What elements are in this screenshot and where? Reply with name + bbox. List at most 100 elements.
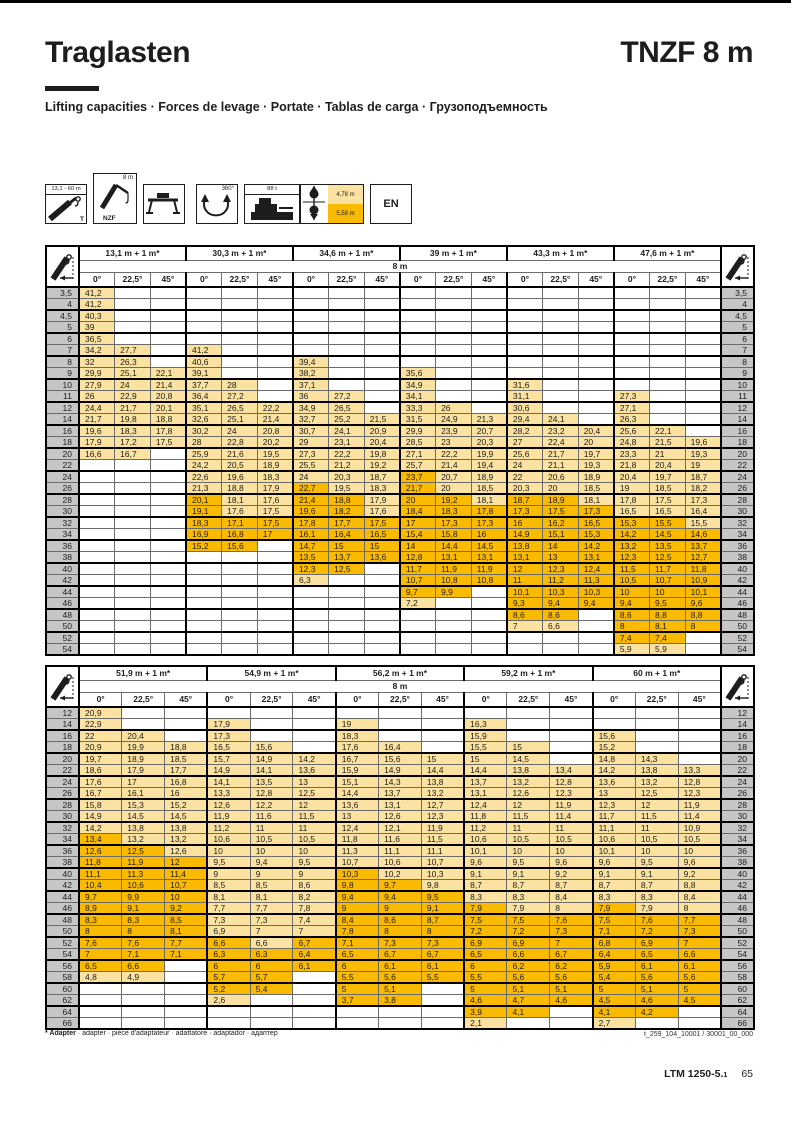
radius-label: 24 <box>45 470 80 483</box>
radius-label: 18 <box>45 741 80 754</box>
capacity-cell: 5 <box>677 982 722 995</box>
capacity-cell: 14,9 <box>206 764 251 777</box>
capacity-cell: 21,7 <box>78 413 116 426</box>
capacity-cell: 7,8 <box>292 902 337 915</box>
capacity-cell <box>121 718 166 731</box>
capacity-cell <box>249 706 294 719</box>
radius-label: 34 <box>720 528 755 541</box>
capacity-cell: 11 <box>506 821 551 834</box>
capacity-cell <box>221 367 258 380</box>
capacity-cell <box>549 752 594 765</box>
capacity-cell: 19,4 <box>470 459 508 472</box>
capacity-cell <box>542 643 579 656</box>
jib-angle-header: 0° <box>206 692 251 708</box>
radius-label: 50 <box>720 925 755 938</box>
capacity-cell <box>121 994 166 1007</box>
capacity-cell <box>470 643 508 656</box>
radius-corner-cell <box>45 245 80 288</box>
capacity-cell <box>363 401 401 414</box>
capacity-cell: 17,2 <box>114 436 151 449</box>
capacity-cell: 16,7 <box>78 787 123 800</box>
capacity-cell: 8 <box>378 925 422 938</box>
capacity-cell: 15,6 <box>591 729 636 742</box>
capacity-cell <box>591 706 636 719</box>
radius-label: 48 <box>720 608 755 621</box>
capacity-cell <box>542 390 579 403</box>
capacity-cell: 8 <box>420 925 465 938</box>
capacity-cell: 20,6 <box>542 470 579 483</box>
radius-label: 11 <box>720 390 755 403</box>
capacity-cell <box>221 597 258 610</box>
capacity-cell: 6,3 <box>206 948 251 961</box>
capacity-cell: 18,5 <box>649 482 686 495</box>
page-title: Traglasten <box>45 36 191 69</box>
capacity-cell <box>184 286 223 299</box>
radius-label: 22 <box>720 459 755 472</box>
capacity-cell: 16,5 <box>206 741 251 754</box>
capacity-cell <box>649 332 686 345</box>
radius-label: 54 <box>720 948 755 961</box>
capacity-cell: 16,5 <box>649 505 686 518</box>
capacity-cell <box>256 378 294 391</box>
capacity-cell <box>328 378 365 391</box>
radius-label: 4 <box>720 298 755 311</box>
capacity-cell: 5,6 <box>677 971 722 984</box>
capacity-cell: 12,3 <box>291 562 330 575</box>
capacity-cell: 11,3 <box>334 844 380 857</box>
capacity-cell: 11,4 <box>549 810 594 823</box>
jib-angle-header: 0° <box>78 272 116 288</box>
capacity-cell <box>78 516 116 529</box>
capacity-cell <box>470 298 508 311</box>
radius-label: 32 <box>45 516 80 529</box>
capacity-cell: 32,6 <box>184 413 223 426</box>
capacity-cell: 18,5 <box>470 482 508 495</box>
capacity-cell: 15,5 <box>649 516 686 529</box>
capacity-cell: 14 <box>542 539 579 552</box>
capacity-cell <box>292 971 337 984</box>
capacity-cell: 8,5 <box>206 879 251 892</box>
capacity-cell <box>542 298 579 311</box>
capacity-cell: 13,2 <box>121 833 166 846</box>
capacity-cell: 15,2 <box>591 741 636 754</box>
capacity-cell: 17,5 <box>256 516 294 529</box>
capacity-cell: 13,2 <box>612 539 650 552</box>
capacity-cell <box>506 706 551 719</box>
page-footer: LTM 1250-5.1 65 <box>664 1068 753 1080</box>
capacity-cell: 8,3 <box>121 913 166 926</box>
capacity-cell: 6,1 <box>292 959 337 972</box>
capacity-cell <box>435 620 472 633</box>
jib-angle-header: 22,5° <box>328 272 365 288</box>
capacity-cell: 18,9 <box>542 493 579 506</box>
capacity-cell <box>435 321 472 334</box>
capacity-cell: 9,9 <box>435 585 472 598</box>
capacity-cell: 20,2 <box>256 436 294 449</box>
capacity-cell: 10,5 <box>634 833 679 846</box>
capacity-cell: 10,6 <box>378 856 422 869</box>
capacity-cell: 7,1 <box>164 948 208 961</box>
jib-angle-header: 45° <box>577 272 615 288</box>
capacity-cell <box>378 718 422 731</box>
capacity-cell: 8,7 <box>634 879 679 892</box>
capacity-cell: 16,6 <box>78 447 116 460</box>
capacity-cell: 15,1 <box>542 528 579 541</box>
capacity-cell: 19,8 <box>363 447 401 460</box>
capacity-cell: 13,4 <box>78 833 123 846</box>
capacity-cell: 7,1 <box>591 925 636 938</box>
capacity-cell: 18,3 <box>114 424 151 437</box>
capacity-cell: 18,7 <box>684 470 722 483</box>
capacity-cell <box>363 355 401 368</box>
capacity-cell: 17,5 <box>542 505 579 518</box>
capacity-cell: 12,2 <box>249 798 294 811</box>
capacity-cell: 18,9 <box>121 752 166 765</box>
boom-length-header: 30,3 m + 1 m* <box>184 245 294 261</box>
capacity-cell: 21,1 <box>542 459 579 472</box>
capacity-cell <box>292 1017 337 1030</box>
capacity-cell <box>684 321 722 334</box>
capacity-cell: 6,1 <box>634 959 679 972</box>
capacity-cell <box>78 982 123 995</box>
radius-label: 7 <box>45 344 80 357</box>
capacity-cell <box>506 718 551 731</box>
capacity-cell <box>435 355 472 368</box>
capacity-cell <box>256 562 294 575</box>
capacity-cell: 15,1 <box>334 775 380 788</box>
